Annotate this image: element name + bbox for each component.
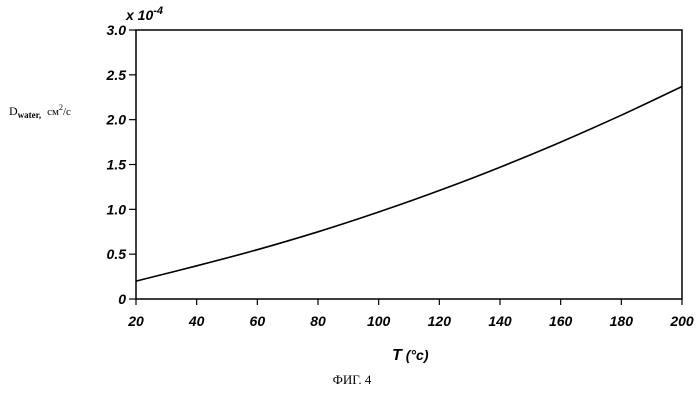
y-label-unit-rest: /c [63,106,71,118]
y-axis: 0 0.5 1.0 1.5 2.0 2.5 3.0 [106,22,136,307]
x-label-main: T [392,347,403,364]
x-tick-label: 80 [310,313,326,329]
series-line [136,87,682,282]
y-multiplier-exp: -4 [153,5,163,17]
y-tick-label: 1.5 [107,157,127,173]
y-label-main: D [9,104,18,118]
y-tick-label: 3.0 [107,22,127,38]
x-tick-label: 20 [127,313,144,329]
y-tick-label: 2.5 [106,67,127,83]
y-label-unit-base: см [47,106,59,118]
series-group [136,87,682,282]
x-tick-label: 120 [428,313,452,329]
x-tick-label: 160 [549,313,573,329]
x-tick-label: 140 [488,313,512,329]
figure-caption: ФИГ. 4 [333,372,372,387]
y-tick-label: 0 [118,291,126,307]
y-label-sub: water, [18,110,41,120]
x-axis: 20 40 60 80 100 120 140 160 180 200 [127,299,694,329]
y-axis-label: Dwater,см2/c [9,103,71,120]
x-tick-label: 100 [367,313,391,329]
x-label-unit: (°c) [406,347,429,363]
y-tick-label: 2.0 [106,112,127,128]
y-tick-label: 1.0 [107,201,127,217]
x-tick-label: 60 [250,313,266,329]
y-tick-label: 0.5 [107,246,127,262]
x-axis-label: T(°c) [392,347,429,364]
x-tick-label: 200 [669,313,694,329]
x-tick-label: 180 [610,313,634,329]
plot-frame [136,30,682,299]
y-multiplier: x 10-4 [125,5,163,23]
x-tick-label: 40 [188,313,205,329]
y-multiplier-base: x 10 [125,7,153,23]
